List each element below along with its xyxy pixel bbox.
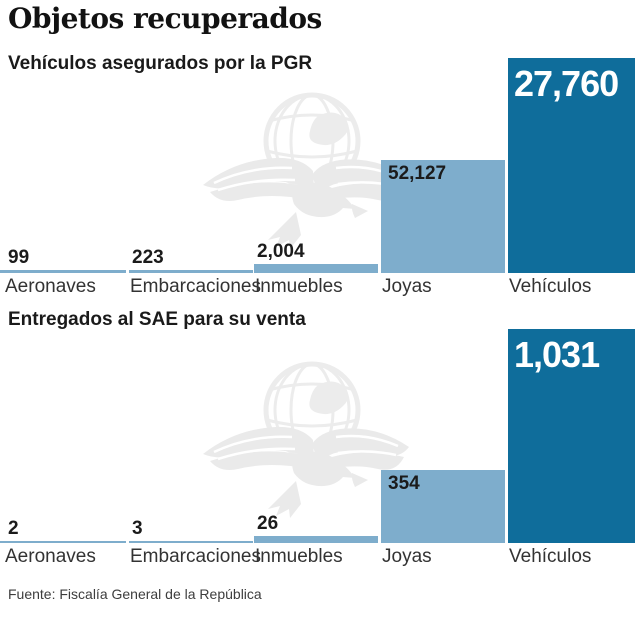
category-label-aeronaves: Aeronaves bbox=[5, 546, 96, 567]
category-label-aeronaves: Aeronaves bbox=[5, 276, 96, 297]
bar-embarcaciones bbox=[129, 270, 253, 273]
value-label-joyas: 354 bbox=[388, 473, 420, 494]
chart2-plot: 2 3 26 354 1,031 bbox=[0, 329, 635, 543]
value-label-vehiculos: 1,031 bbox=[514, 334, 600, 375]
value-label-embarcaciones: 223 bbox=[132, 247, 164, 268]
bar-vehiculos: 1,031 bbox=[508, 329, 635, 543]
category-label-embarcaciones: Embarcaciones bbox=[130, 276, 261, 297]
category-label-vehiculos: Vehículos bbox=[509, 546, 592, 567]
category-label-joyas: Joyas bbox=[382, 276, 432, 297]
value-label-inmuebles: 26 bbox=[257, 513, 279, 534]
chart2-category-labels: Aeronaves Embarcaciones Inmuebles Joyas Vehí… bbox=[0, 547, 635, 569]
bar-embarcaciones bbox=[129, 541, 253, 543]
bar-aeronaves bbox=[0, 541, 126, 543]
value-label-aeronaves: 99 bbox=[8, 247, 30, 268]
bar-vehiculos: 27,760 bbox=[508, 58, 635, 273]
category-label-inmuebles: Inmuebles bbox=[255, 276, 343, 297]
chart1-category-labels: Aeronaves Embarcaciones Inmuebles Joyas Vehí… bbox=[0, 277, 635, 299]
category-label-embarcaciones: Embarcaciones bbox=[130, 546, 261, 567]
bar-aeronaves bbox=[0, 270, 126, 273]
bar-inmuebles bbox=[254, 536, 378, 543]
category-label-inmuebles: Inmuebles bbox=[255, 546, 343, 567]
source-note: Fuente: Fiscalía General de la República bbox=[8, 586, 262, 602]
value-label-embarcaciones: 3 bbox=[132, 518, 143, 539]
bar-joyas: 52,127 bbox=[381, 160, 505, 273]
value-label-vehiculos: 27,760 bbox=[514, 63, 619, 104]
value-label-inmuebles: 2,004 bbox=[257, 241, 305, 262]
value-label-aeronaves: 2 bbox=[8, 518, 19, 539]
value-label-joyas: 52,127 bbox=[388, 163, 447, 184]
chart1-plot: 99 223 2,004 52,127 27,760 bbox=[0, 58, 635, 273]
category-label-vehiculos: Vehículos bbox=[509, 276, 592, 297]
bar-joyas: 354 bbox=[381, 470, 505, 543]
category-label-joyas: Joyas bbox=[382, 546, 432, 567]
chart1-subtitle: Vehículos asegurados por la PGR bbox=[8, 53, 313, 74]
chart2-subtitle: Entregados al SAE para su venta bbox=[8, 309, 306, 330]
page-title: Objetos recuperados bbox=[8, 2, 322, 35]
bar-inmuebles bbox=[254, 264, 378, 273]
